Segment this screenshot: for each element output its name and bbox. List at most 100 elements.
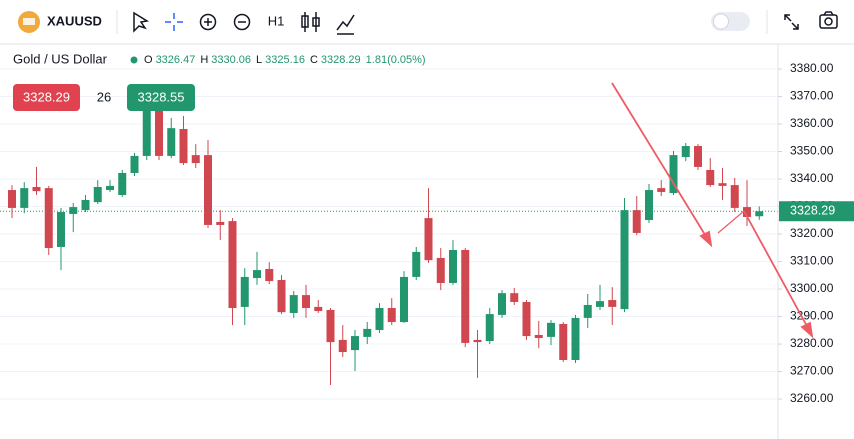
zoom-out[interactable] [233, 13, 251, 31]
candle-body [142, 105, 151, 156]
candle-body [363, 328, 372, 337]
cursor-tool[interactable] [133, 11, 150, 33]
candle-body [620, 210, 629, 310]
candle-body [681, 146, 690, 158]
status-dot [130, 56, 138, 64]
candle-body [118, 172, 127, 195]
indicators[interactable] [336, 14, 355, 35]
ohlc-label: C [310, 54, 318, 66]
sell-button[interactable] [13, 84, 80, 111]
candle-body [106, 185, 114, 191]
toggle-knob [713, 13, 729, 30]
candle-body [436, 257, 445, 283]
candle-body [571, 317, 580, 360]
ohlc-value: 3330.06 [211, 54, 251, 66]
chart-type[interactable] [301, 12, 320, 32]
symbol[interactable]: XAUUSD [47, 13, 102, 28]
candle-body [596, 301, 604, 307]
y-tick-label: 3360.00 [790, 116, 834, 130]
ohlc-value: 3325.16 [265, 54, 305, 66]
fullscreen[interactable] [784, 14, 799, 30]
candle-body [718, 183, 727, 186]
candle-body [534, 334, 543, 338]
candle-body [522, 301, 531, 337]
candle-body [449, 249, 457, 283]
candle-body [424, 218, 433, 261]
candle-body [204, 155, 212, 225]
candle-body [375, 308, 384, 331]
candle-body [57, 212, 65, 247]
ohlc-label: L [256, 54, 262, 66]
y-tick-label: 3280.00 [790, 336, 834, 350]
candle-body [228, 221, 237, 309]
candle-body [498, 293, 506, 315]
candle-body [130, 155, 139, 173]
y-tick-label: 3340.00 [790, 171, 834, 185]
interval[interactable]: H1 [268, 13, 285, 28]
crosshair-tool[interactable] [165, 13, 183, 31]
candle-body [20, 188, 29, 208]
candle-body [265, 268, 274, 282]
ohlc-label: O [144, 54, 153, 66]
candle-body [240, 276, 249, 307]
y-tick-label: 3300.00 [790, 281, 834, 295]
candle-body [632, 210, 641, 233]
y-tick-label: 3260.00 [790, 391, 834, 405]
y-tick-label: 3320.00 [790, 226, 834, 240]
candle-body [547, 322, 555, 337]
screenshot[interactable] [819, 11, 838, 29]
candle-body [179, 128, 188, 164]
candle-body [485, 314, 494, 342]
candle-body [645, 190, 653, 221]
ohlc-label: H [200, 54, 208, 66]
buy-price[interactable]: 3328.55 [138, 89, 185, 104]
candles [0, 97, 778, 386]
candle-body [755, 211, 764, 217]
candle-body [706, 169, 715, 186]
candle-body [32, 187, 41, 192]
candle-body [289, 295, 298, 313]
candle-body [326, 309, 335, 343]
annotation-arrows [611, 82, 814, 339]
candle-body [44, 188, 53, 249]
y-tick-label: 3310.00 [790, 254, 834, 268]
y-tick-label: 3350.00 [790, 144, 834, 158]
candle-body [473, 339, 482, 343]
sell-price[interactable]: 3328.29 [23, 89, 70, 104]
candle-body [608, 300, 617, 307]
price-axis: 3260.00 3270.00 3280.00 3290.00 3300.00 3310.… [778, 61, 854, 405]
zoom-in[interactable] [199, 13, 217, 31]
candle-body [669, 155, 678, 194]
candle-body [69, 207, 78, 214]
ohlc-value: 3326.47 [156, 54, 196, 66]
candle-body [510, 293, 519, 302]
y-tick-label: 3380.00 [790, 61, 834, 75]
last-price-box [779, 201, 854, 222]
candle-body [730, 185, 739, 208]
candle-body [8, 190, 16, 208]
candle-body [314, 306, 323, 312]
ohlc-change: 1.81(0.05%) [366, 54, 426, 66]
candle-body [583, 304, 592, 318]
candle-body [253, 270, 261, 279]
y-tick-label: 3290.00 [790, 309, 834, 323]
candle-body [277, 279, 286, 313]
buy-button[interactable] [127, 84, 195, 111]
candle-body [743, 207, 751, 217]
candle-body [191, 155, 200, 164]
candle-body [338, 339, 347, 353]
candle-body [81, 199, 90, 211]
candle-body [302, 295, 310, 309]
candle-body [93, 187, 102, 203]
grid [0, 68, 778, 400]
candle-body [351, 336, 359, 351]
y-tick-label: 3270.00 [790, 364, 834, 378]
logo-bars [23, 18, 35, 25]
candle-body [412, 251, 421, 277]
candle-body [167, 128, 176, 156]
candle-body [694, 146, 702, 167]
candle-body [559, 323, 568, 360]
y-tick-label: 3370.00 [790, 89, 834, 103]
